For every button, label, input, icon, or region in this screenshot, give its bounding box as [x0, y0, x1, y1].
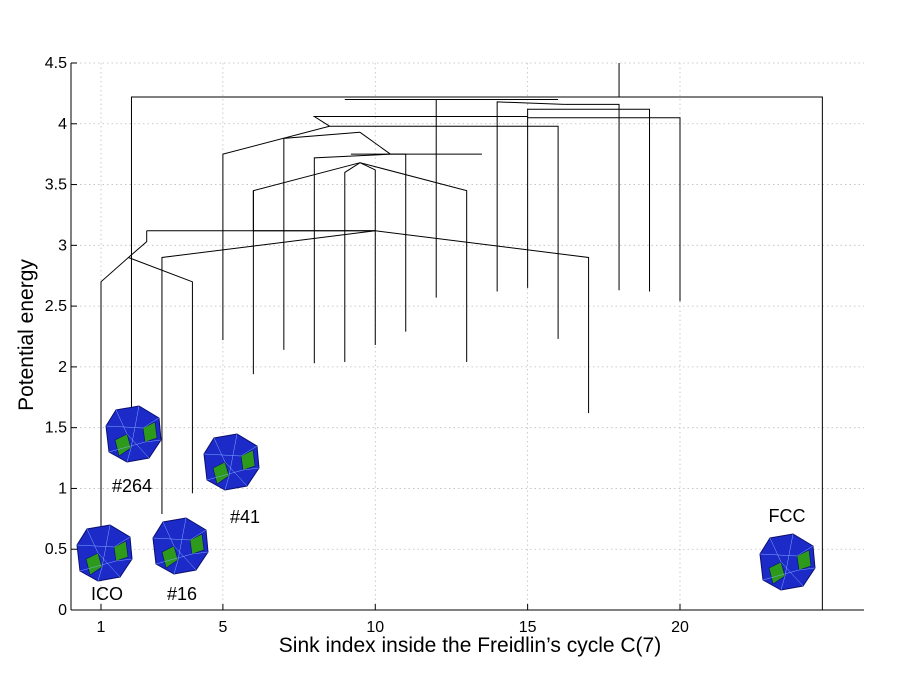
leaf-stem-18: [564, 103, 620, 291]
cluster-glyph: [152, 517, 209, 575]
leaf-stem-20: [527, 117, 681, 302]
y-tick-label: 2: [58, 359, 67, 376]
leaf-stem-16: [329, 125, 559, 339]
polyhedron-facet: [142, 421, 158, 443]
leaf-stem-3: [161, 230, 376, 514]
root-merge: [130, 96, 823, 610]
leaf-stem-1: [100, 257, 129, 527]
cluster-glyph: [759, 533, 816, 591]
polyhedron-edge: [152, 529, 207, 541]
y-tick-label: 3: [58, 237, 67, 254]
polyhedron-edge: [173, 517, 187, 575]
y-tick-label: 0: [58, 602, 67, 619]
leaf-stem-13: [359, 162, 468, 363]
y-axis-title: Potential energy: [15, 259, 38, 411]
y-tick-label: 1.5: [45, 420, 67, 437]
polyhedron-edge: [762, 567, 816, 581]
polyhedron-edge: [115, 409, 150, 459]
polyhedron-facet: [240, 449, 256, 471]
polyhedron-facet: [113, 540, 129, 562]
merge-4-06: [312, 115, 528, 127]
polyhedron-facet: [796, 549, 812, 571]
leaf-stem-8: [313, 153, 391, 364]
polyhedron-edge: [86, 528, 121, 578]
x-tick-label: 5: [218, 619, 227, 636]
leaf-stem-10: [359, 162, 376, 346]
leaf-stem-17: [375, 230, 590, 414]
merge-left: [128, 230, 148, 258]
leaf-stem-15-19: [527, 108, 651, 292]
disconnectivity-tree: [100, 63, 823, 610]
y-tick-label: 4: [58, 116, 67, 133]
y-tick-label: 1: [58, 480, 67, 497]
x-tick-label: 10: [366, 619, 384, 636]
cluster-label: #16: [167, 584, 197, 604]
polyhedron-edge: [97, 524, 111, 582]
y-tick-label: 4.5: [45, 55, 67, 72]
axes: 00.511.522.533.544.51 5 10 15 20: [45, 55, 864, 636]
leaf-stem-6: [252, 162, 361, 375]
polyhedron-edge: [126, 405, 140, 463]
cluster-label: ICO: [91, 584, 123, 604]
polyhedron-edge: [162, 521, 197, 571]
polyhedron-edge: [203, 445, 258, 457]
cluster-glyph: [105, 405, 162, 463]
y-tick-label: 3.5: [45, 177, 67, 194]
cluster-glyph: [203, 433, 260, 491]
polyhedron-edge: [76, 536, 131, 548]
leaf-stem-9: [344, 162, 361, 363]
y-tick-label: 0.5: [45, 541, 67, 558]
cluster-label: FCC: [769, 506, 806, 526]
cluster-structures: ICO #264 #16 #41 FCC: [76, 405, 816, 604]
merge-3-93: [359, 131, 391, 155]
cluster-label: #41: [230, 507, 260, 527]
polyhedron-edge: [759, 545, 814, 557]
leaf-stem-14: [496, 101, 565, 292]
x-tick-label: 20: [671, 619, 689, 636]
leaf-stem-4: [128, 257, 193, 494]
merge-6: [252, 190, 376, 232]
polyhedron-edge: [105, 417, 160, 429]
polyhedron-edge: [780, 533, 794, 591]
polyhedron-edge: [224, 433, 238, 491]
leaf-stem-11: [390, 153, 407, 332]
polyhedron-edge: [769, 537, 804, 587]
polyhedron-edge: [213, 437, 248, 487]
cluster-label: #264: [112, 476, 152, 496]
polyhedron-edge: [155, 551, 209, 565]
y-tick-label: 2.5: [45, 298, 67, 315]
x-tick-label: 1: [97, 619, 106, 636]
polyhedron-edge: [206, 467, 260, 481]
leaf-stem-5: [222, 125, 330, 341]
x-tick-label: 15: [519, 619, 537, 636]
cluster-glyph: [76, 524, 133, 582]
polyhedron-facet: [189, 533, 205, 555]
polyhedron-edge: [79, 558, 133, 572]
polyhedron-edge: [108, 439, 162, 453]
x-axis-title: Sink index inside the Freidlin’s cycle C…: [279, 634, 661, 657]
